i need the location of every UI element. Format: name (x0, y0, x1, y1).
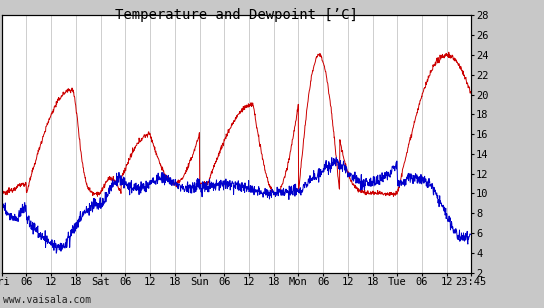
Text: www.vaisala.com: www.vaisala.com (3, 295, 91, 305)
Text: Temperature and Dewpoint [’C]: Temperature and Dewpoint [’C] (115, 8, 358, 22)
